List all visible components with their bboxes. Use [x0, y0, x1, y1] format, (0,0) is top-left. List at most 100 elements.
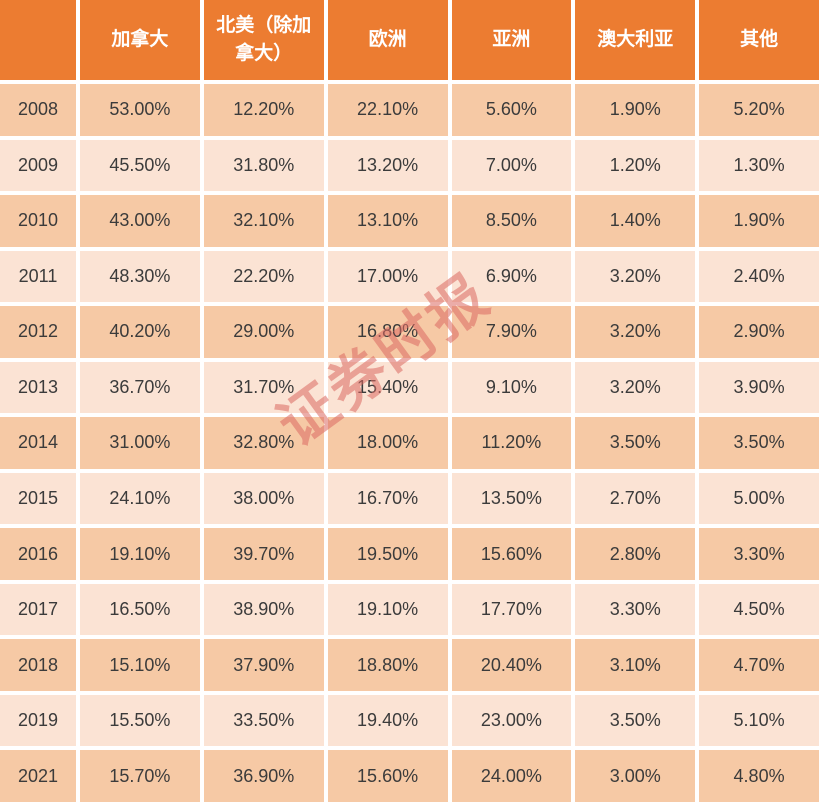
value-cell: 4.50%: [699, 583, 819, 636]
value-cell: 22.20%: [203, 250, 324, 303]
year-cell: 2013: [0, 361, 76, 414]
value-cell: 9.10%: [451, 361, 572, 414]
value-cell: 37.90%: [203, 639, 324, 691]
value-cell: 2.70%: [575, 472, 696, 525]
value-cell: 15.10%: [80, 639, 200, 691]
column-header-australia: 澳大利亚: [575, 0, 696, 80]
value-cell: 15.40%: [327, 361, 448, 414]
value-cell: 7.00%: [451, 139, 572, 192]
value-cell: 3.10%: [575, 639, 696, 691]
value-cell: 18.80%: [327, 639, 448, 691]
year-cell: 2016: [0, 528, 76, 580]
value-cell: 15.60%: [327, 750, 448, 802]
value-cell: 3.50%: [699, 417, 819, 469]
value-cell: 5.10%: [699, 694, 819, 747]
value-cell: 1.90%: [575, 84, 696, 136]
column-header-canada: 加拿大: [80, 0, 200, 80]
value-cell: 7.90%: [451, 306, 572, 358]
value-cell: 31.70%: [203, 361, 324, 414]
value-cell: 19.10%: [80, 528, 200, 580]
value-cell: 19.50%: [327, 528, 448, 580]
value-cell: 36.70%: [80, 361, 200, 414]
year-cell: 2012: [0, 306, 76, 358]
value-cell: 29.00%: [203, 306, 324, 358]
value-cell: 15.70%: [80, 750, 200, 802]
value-cell: 3.30%: [575, 583, 696, 636]
value-cell: 1.30%: [699, 139, 819, 192]
year-cell: 2011: [0, 250, 76, 303]
year-cell: 2015: [0, 472, 76, 525]
year-cell: 2010: [0, 195, 76, 247]
value-cell: 20.40%: [451, 639, 572, 691]
year-cell: 2014: [0, 417, 76, 469]
value-cell: 1.90%: [699, 195, 819, 247]
value-cell: 31.00%: [80, 417, 200, 469]
value-cell: 3.20%: [575, 250, 696, 303]
column-header-other: 其他: [699, 0, 819, 80]
column-header-europe: 欧洲: [327, 0, 448, 80]
value-cell: 1.20%: [575, 139, 696, 192]
value-cell: 1.40%: [575, 195, 696, 247]
value-cell: 32.80%: [203, 417, 324, 469]
value-cell: 17.00%: [327, 250, 448, 303]
year-cell: 2019: [0, 694, 76, 747]
value-cell: 5.60%: [451, 84, 572, 136]
value-cell: 45.50%: [80, 139, 200, 192]
value-cell: 2.40%: [699, 250, 819, 303]
value-cell: 4.70%: [699, 639, 819, 691]
value-cell: 2.80%: [575, 528, 696, 580]
value-cell: 40.20%: [80, 306, 200, 358]
value-cell: 5.00%: [699, 472, 819, 525]
value-cell: 53.00%: [80, 84, 200, 136]
value-cell: 13.20%: [327, 139, 448, 192]
value-cell: 18.00%: [327, 417, 448, 469]
value-cell: 39.70%: [203, 528, 324, 580]
value-cell: 12.20%: [203, 84, 324, 136]
value-cell: 13.50%: [451, 472, 572, 525]
year-cell: 2008: [0, 84, 76, 136]
value-cell: 38.90%: [203, 583, 324, 636]
value-cell: 16.80%: [327, 306, 448, 358]
value-cell: 3.20%: [575, 306, 696, 358]
value-cell: 19.40%: [327, 694, 448, 747]
column-header-north-america-ex-canada: 北美（除加拿大）: [203, 0, 324, 80]
value-cell: 24.10%: [80, 472, 200, 525]
value-cell: 43.00%: [80, 195, 200, 247]
value-cell: 36.90%: [203, 750, 324, 802]
value-cell: 8.50%: [451, 195, 572, 247]
value-cell: 3.90%: [699, 361, 819, 414]
value-cell: 6.90%: [451, 250, 572, 303]
corner-cell: [0, 0, 76, 80]
value-cell: 19.10%: [327, 583, 448, 636]
value-cell: 16.70%: [327, 472, 448, 525]
year-cell: 2009: [0, 139, 76, 192]
value-cell: 3.50%: [575, 694, 696, 747]
value-cell: 4.80%: [699, 750, 819, 802]
value-cell: 16.50%: [80, 583, 200, 636]
value-cell: 3.50%: [575, 417, 696, 469]
value-cell: 38.00%: [203, 472, 324, 525]
value-cell: 5.20%: [699, 84, 819, 136]
value-cell: 48.30%: [80, 250, 200, 303]
year-cell: 2021: [0, 750, 76, 802]
value-cell: 3.30%: [699, 528, 819, 580]
value-cell: 22.10%: [327, 84, 448, 136]
value-cell: 3.20%: [575, 361, 696, 414]
value-cell: 13.10%: [327, 195, 448, 247]
year-cell: 2017: [0, 583, 76, 636]
year-cell: 2018: [0, 639, 76, 691]
value-cell: 17.70%: [451, 583, 572, 636]
column-header-asia: 亚洲: [451, 0, 572, 80]
value-cell: 2.90%: [699, 306, 819, 358]
value-cell: 11.20%: [451, 417, 572, 469]
value-cell: 15.60%: [451, 528, 572, 580]
value-cell: 33.50%: [203, 694, 324, 747]
value-cell: 31.80%: [203, 139, 324, 192]
value-cell: 15.50%: [80, 694, 200, 747]
value-cell: 32.10%: [203, 195, 324, 247]
value-cell: 23.00%: [451, 694, 572, 747]
value-cell: 24.00%: [451, 750, 572, 802]
value-cell: 3.00%: [575, 750, 696, 802]
